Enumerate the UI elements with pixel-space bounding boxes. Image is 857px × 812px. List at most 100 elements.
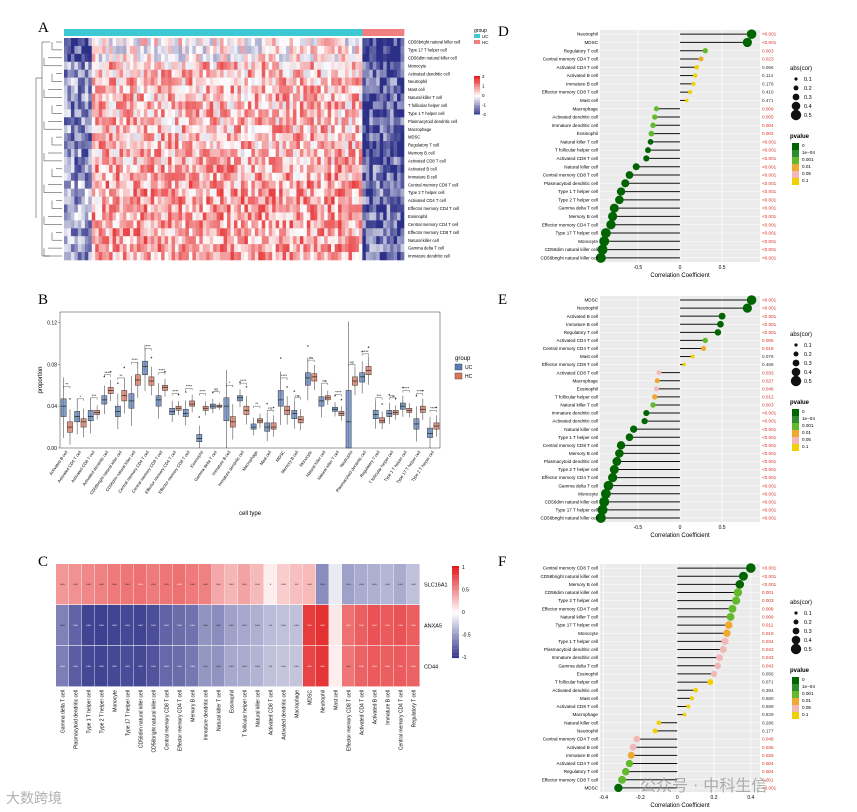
heatmap-cell: [112, 228, 117, 237]
heatmap-cell: [161, 45, 165, 55]
heatmap-cell: [393, 109, 398, 118]
box-outlier: [415, 394, 418, 397]
row-label: Monocyte: [408, 63, 427, 68]
heatmap-cell: [143, 125, 148, 134]
heatmap-cell: [188, 125, 193, 134]
heatmap-cell: [88, 236, 93, 245]
heatmap-cell: [98, 141, 103, 150]
heatmap-cell: [313, 61, 318, 71]
heatmap-cell: [168, 69, 172, 78]
heatmap-cell: [338, 69, 342, 78]
heatmap-cell: [109, 77, 113, 86]
heatmap-cell: [199, 125, 204, 134]
heatmap-cell: [265, 172, 269, 182]
heatmap-cell: [286, 125, 290, 134]
color-legend-label: 0.1: [802, 444, 809, 449]
group-bar-cell: [286, 29, 290, 36]
heatmap-cell: [206, 125, 211, 134]
heatmap-cell: [390, 53, 394, 63]
heatmap-cell: [327, 101, 332, 110]
heatmap-cell: [268, 93, 273, 102]
heatmap-cell: [223, 53, 228, 63]
heatmap-cell: [372, 252, 377, 261]
heatmap-cell: [122, 109, 127, 118]
heatmap-cell: [171, 180, 176, 189]
heatmap-cell: [195, 156, 200, 166]
heatmap-cell: [254, 61, 259, 71]
heatmap-cell: [199, 141, 204, 150]
heatmap-cell: [237, 252, 242, 261]
heatmap-cell: [136, 196, 141, 205]
heatmap-cell: [258, 38, 263, 47]
heatmap-cell: [348, 109, 353, 118]
heatmap-cell: [345, 141, 349, 150]
heatmap-cell: [199, 69, 204, 78]
heatmap-cell: [175, 125, 179, 134]
heatmap-cell: [348, 93, 353, 102]
significance-stars: ***: [255, 664, 260, 669]
color-scale-cell: [474, 103, 480, 105]
heatmap-cell: [251, 38, 256, 47]
heatmap-cell: [109, 164, 113, 174]
heatmap-cell: [168, 156, 172, 166]
heatmap-cell: [212, 646, 225, 687]
heatmap-cell: [185, 101, 190, 110]
color-scale-cell: [452, 616, 459, 619]
heatmap-cell: [161, 212, 165, 221]
heatmap-cell: [286, 117, 290, 126]
heatmap-cell: [181, 77, 186, 86]
heatmap-cell: [386, 61, 391, 71]
heatmap-cell: [102, 101, 106, 110]
heatmap-cell: [338, 149, 342, 158]
heatmap-cell: [77, 85, 82, 94]
heatmap-cell: [74, 220, 79, 229]
heatmap-cell: [168, 85, 172, 94]
sig-bracket: [280, 377, 288, 380]
significance-stars: ***: [359, 664, 364, 669]
heatmap-cell: [234, 93, 238, 102]
heatmap-cell: [299, 125, 304, 134]
heatmap-cell: [84, 188, 89, 197]
heatmap-cell: [230, 164, 235, 174]
p-value-label: 0.066: [762, 65, 774, 70]
heatmap-cell: [129, 180, 134, 189]
heatmap-cell: [112, 236, 117, 245]
heatmap-cell: [136, 53, 141, 63]
heatmap-cell: [147, 38, 152, 47]
heatmap-cell: [77, 133, 82, 142]
heatmap-cell: [289, 212, 294, 221]
group-bar-cell: [116, 29, 120, 36]
heatmap-cell: [348, 38, 353, 47]
heatmap-cell: [383, 125, 387, 134]
heatmap-cell: [272, 149, 276, 158]
column-label: CD56dim natural killer cell: [139, 690, 145, 748]
heatmap-cell: [358, 252, 363, 261]
row-label: Gamma delta T cell: [558, 206, 598, 211]
heatmap-cell: [171, 61, 176, 71]
p-value-label: <0.001: [762, 435, 777, 440]
heatmap-cell: [237, 77, 242, 86]
heatmap-cell: [324, 236, 328, 245]
heatmap-cell: [91, 109, 96, 118]
heatmap-cell: [331, 133, 335, 142]
heatmap-cell: [140, 109, 145, 118]
heatmap-cell: [74, 61, 79, 71]
significance-stars: ***: [151, 664, 156, 669]
heatmap-cell: [292, 244, 297, 253]
row-label: Effector memory CD8 T cell: [408, 230, 459, 235]
heatmap-cell: [154, 180, 158, 189]
heatmap-cell: [178, 38, 183, 47]
heatmap-cell: [310, 38, 315, 47]
heatmap-cell: [320, 172, 325, 182]
heatmap-cell: [136, 228, 141, 237]
row-label: Memory B cell: [569, 451, 598, 456]
heatmap-cell: [379, 164, 384, 174]
heatmap-cell: [175, 252, 179, 261]
heatmap-cell: [227, 93, 231, 102]
row-label: T follicular helper cell: [408, 103, 447, 108]
row-label: Mast cell: [408, 87, 425, 92]
heatmap-cell: [202, 149, 207, 158]
heatmap-cell: [195, 101, 200, 110]
heatmap-cell: [109, 133, 113, 142]
heatmap-cell: [386, 85, 391, 94]
